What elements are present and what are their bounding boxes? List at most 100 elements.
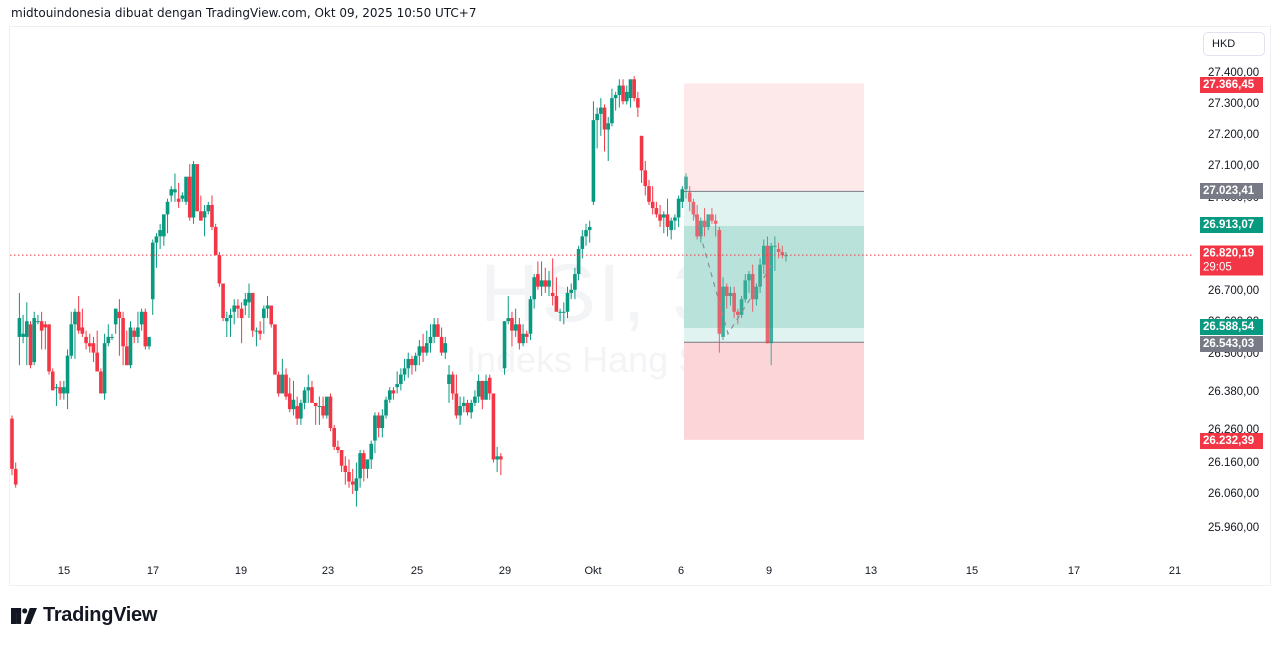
candle — [13, 462, 18, 488]
candle — [239, 302, 244, 344]
candle — [176, 182, 181, 209]
candle — [554, 277, 559, 312]
projection-path — [691, 204, 775, 336]
candle — [84, 330, 88, 350]
candle — [54, 384, 59, 407]
candle — [491, 393, 496, 463]
candle — [617, 79, 622, 108]
candle — [424, 330, 429, 356]
candle — [447, 365, 451, 403]
candle — [306, 374, 311, 403]
time-axis[interactable]: 15 17 19 23 25 29 Okt 6 9 13 15 17 21 — [10, 559, 1194, 585]
price-tick: 27.200,00 — [1208, 129, 1260, 141]
candle — [780, 245, 785, 259]
candle — [117, 299, 122, 356]
filled-zone — [684, 225, 864, 328]
candle — [39, 311, 44, 350]
candle — [650, 186, 655, 215]
candle — [202, 204, 207, 237]
candle — [10, 415, 14, 476]
time-tick: 15 — [965, 565, 979, 577]
candle — [287, 377, 292, 413]
candle — [147, 336, 151, 350]
candle — [210, 195, 214, 231]
candle — [139, 308, 144, 331]
candle — [150, 239, 155, 315]
candle — [636, 91, 640, 117]
candle — [313, 402, 318, 425]
candle — [358, 450, 362, 488]
candle — [443, 336, 448, 359]
candle — [769, 242, 773, 366]
price-tick: 26.060,00 — [1208, 488, 1260, 500]
candle — [184, 176, 188, 205]
tradingview-logo[interactable]: TradingView — [11, 604, 157, 627]
candle — [336, 440, 340, 454]
price-tick: 25.960,00 — [1208, 522, 1260, 534]
candle — [62, 380, 66, 400]
candle — [347, 459, 351, 488]
candle — [128, 321, 133, 369]
currency-selector[interactable]: HKD — [1203, 32, 1265, 56]
candle — [173, 173, 177, 202]
candle — [565, 286, 570, 319]
candlestick-plot[interactable] — [10, 27, 1194, 559]
candle — [765, 236, 770, 344]
candle — [28, 321, 33, 369]
chart-pane[interactable]: HSI, 30 Indeks Hang Seng — [10, 27, 1194, 559]
candle — [250, 292, 255, 337]
candle — [613, 91, 618, 111]
candle — [643, 160, 648, 196]
candle — [754, 283, 759, 306]
candle — [773, 236, 777, 271]
candle — [399, 368, 403, 391]
candle — [684, 173, 688, 199]
candle — [458, 396, 462, 425]
time-tick: 13 — [864, 565, 878, 577]
candle — [369, 440, 374, 469]
candle — [158, 223, 162, 249]
candle — [528, 296, 533, 341]
candle — [180, 192, 185, 202]
candle — [284, 368, 288, 400]
candle — [569, 283, 574, 300]
candle — [558, 308, 562, 322]
candle — [576, 245, 581, 281]
candle — [387, 387, 392, 403]
stop-price-label: 26.232,39 — [1200, 433, 1263, 449]
candle — [206, 201, 211, 215]
candle — [680, 186, 685, 209]
time-tick: 15 — [57, 565, 71, 577]
candle — [439, 327, 444, 356]
candle — [247, 283, 251, 319]
candle — [713, 214, 718, 237]
target-price-label: 27.366,45 — [1200, 77, 1263, 93]
candle — [710, 208, 714, 224]
time-tick: 6 — [677, 565, 685, 577]
candle — [687, 186, 692, 212]
candle — [73, 308, 77, 359]
candle — [87, 333, 92, 353]
candle — [721, 277, 725, 341]
candle — [95, 330, 99, 372]
candle — [187, 164, 192, 221]
candle — [76, 296, 81, 334]
candle — [162, 214, 166, 246]
candle — [254, 327, 259, 347]
candle — [465, 399, 470, 416]
chart-attribution: midtouindonesia dibuat dengan TradingVie… — [11, 6, 477, 20]
price-axis[interactable]: 27.400,00 27.300,00 27.200,00 27.100,00 27.0… — [1194, 27, 1270, 559]
candle — [80, 308, 85, 337]
price-tick: 27.300,00 — [1208, 98, 1260, 110]
candle — [321, 396, 325, 419]
candle — [17, 292, 22, 366]
price-tick: 26.160,00 — [1208, 457, 1260, 469]
candle — [495, 446, 499, 473]
profit-target-zone — [684, 83, 864, 192]
candle — [295, 396, 299, 425]
time-tick: 25 — [410, 565, 424, 577]
candle — [113, 308, 118, 334]
candle — [673, 214, 677, 231]
candle — [473, 390, 477, 407]
candle — [410, 355, 414, 375]
